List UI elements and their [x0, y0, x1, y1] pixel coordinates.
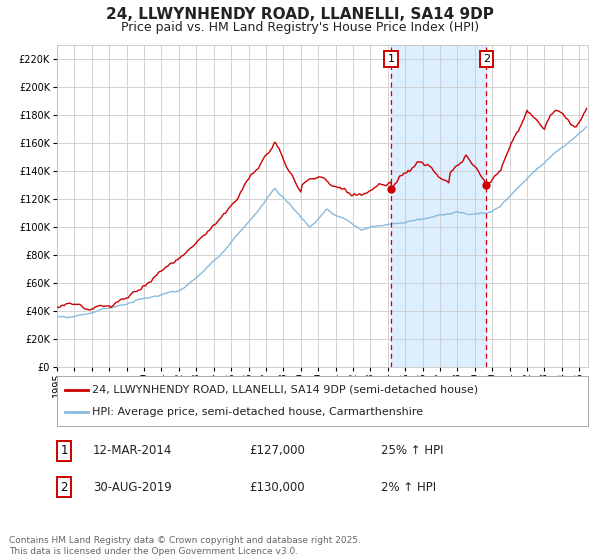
Text: 2% ↑ HPI: 2% ↑ HPI — [381, 480, 436, 494]
Text: 24, LLWYNHENDY ROAD, LLANELLI, SA14 9DP (semi-detached house): 24, LLWYNHENDY ROAD, LLANELLI, SA14 9DP … — [92, 385, 478, 395]
Text: 2: 2 — [483, 54, 490, 64]
Text: Contains HM Land Registry data © Crown copyright and database right 2025.
This d: Contains HM Land Registry data © Crown c… — [9, 536, 361, 556]
Text: Price paid vs. HM Land Registry's House Price Index (HPI): Price paid vs. HM Land Registry's House … — [121, 21, 479, 34]
Text: £127,000: £127,000 — [249, 444, 305, 458]
Text: 30-AUG-2019: 30-AUG-2019 — [93, 480, 172, 494]
Bar — [391, 45, 487, 367]
Text: 1: 1 — [388, 54, 395, 64]
Text: 25% ↑ HPI: 25% ↑ HPI — [381, 444, 443, 458]
Text: 2: 2 — [61, 480, 68, 494]
Text: HPI: Average price, semi-detached house, Carmarthenshire: HPI: Average price, semi-detached house,… — [92, 407, 422, 417]
Text: 1: 1 — [61, 444, 68, 458]
Text: £130,000: £130,000 — [249, 480, 305, 494]
Text: 24, LLWYNHENDY ROAD, LLANELLI, SA14 9DP: 24, LLWYNHENDY ROAD, LLANELLI, SA14 9DP — [106, 7, 494, 22]
Text: 12-MAR-2014: 12-MAR-2014 — [93, 444, 172, 458]
